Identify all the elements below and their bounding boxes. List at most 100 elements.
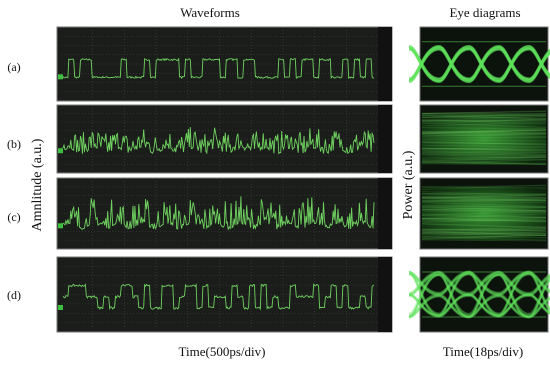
eye-trace [408, 45, 550, 81]
eye-trace [408, 47, 550, 83]
eye-noise-trace [421, 161, 547, 165]
eye-trace [408, 273, 550, 318]
eye-trace [408, 271, 550, 316]
eye-noise-trace [421, 206, 547, 210]
eye-noise-trace [421, 234, 547, 240]
eye-noise-trace [421, 231, 547, 235]
eye-noise-trace [421, 154, 547, 159]
eye-noise [422, 113, 546, 165]
eye-noise-trace [421, 142, 547, 145]
eye-trace [408, 47, 550, 83]
eye-noise-trace [421, 114, 547, 118]
eye-noise-trace [421, 129, 547, 133]
eye-noise-trace [421, 150, 547, 156]
eye-noise-trace [421, 231, 547, 237]
eye-diagram [408, 26, 550, 102]
eye-trace [408, 47, 550, 83]
eye-noise-trace [421, 139, 547, 142]
eye-noise-trace [421, 140, 547, 146]
eye-noise-trace [421, 155, 547, 162]
eye-trace [408, 46, 550, 82]
eye-noise-trace [421, 159, 547, 166]
eye-noise-trace [421, 122, 547, 128]
eye-trace [408, 46, 550, 82]
eye-noise-trace [421, 232, 547, 236]
eye-noise-trace [421, 136, 547, 139]
eye-trace [408, 272, 550, 296]
eye-noise-trace [421, 147, 547, 150]
eye-noise-trace [421, 110, 547, 115]
eye-noise-trace [421, 152, 547, 156]
eye-trace [408, 273, 550, 318]
eye-noise-trace [421, 191, 547, 197]
eye-noise-trace [421, 233, 547, 236]
eye-trace [408, 271, 550, 295]
eye-noise-trace [421, 215, 547, 219]
eye-trace [408, 45, 550, 80]
waveform-trace [62, 57, 375, 80]
eye-noise-trace [421, 118, 547, 125]
eye-noise-trace [421, 133, 547, 137]
eye-trace [408, 44, 550, 80]
eye-trace [408, 293, 550, 317]
eye-noise-trace [421, 236, 547, 241]
eye-noise-trace [421, 229, 547, 234]
eye-trace [408, 273, 550, 297]
eye-noise-trace [421, 144, 547, 148]
eye-noise-trace [421, 213, 547, 220]
eye-trace [408, 47, 550, 82]
eye-trace [408, 273, 550, 297]
eye-noise-trace [421, 227, 547, 231]
eye-trace [408, 270, 550, 315]
eye-trace [408, 272, 550, 317]
eye-noise-trace [421, 219, 547, 222]
eye-noise-trace [421, 213, 547, 218]
trace-marker [58, 148, 63, 154]
trace-marker [58, 74, 63, 80]
eye-noise-trace [421, 201, 547, 207]
eye-noise-trace [421, 119, 547, 125]
eye-noise-trace [421, 198, 547, 202]
eye-noise-trace [421, 114, 547, 116]
eye-noise-trace [421, 185, 547, 188]
eye-trace [408, 47, 550, 83]
eye-trace [408, 48, 550, 84]
eye-trace [408, 271, 550, 295]
eye-noise-trace [421, 110, 547, 114]
eye-noise-trace [421, 195, 547, 201]
eye-trace [408, 271, 550, 295]
eye-trace [408, 45, 550, 81]
eye-trace [408, 273, 550, 318]
eye-noise-trace [421, 119, 547, 122]
panel-label: (b) [7, 137, 21, 151]
eye-trace [408, 45, 550, 80]
eye-noise-trace [421, 199, 547, 202]
eye-trace [408, 46, 550, 82]
eye-noise-trace [421, 129, 547, 133]
eye-diagram [419, 177, 549, 250]
eye-trace [408, 44, 550, 80]
eye-noise-trace [421, 126, 547, 130]
eye-noise-trace [421, 217, 547, 224]
eye-trace [408, 274, 550, 319]
eye-noise-trace [421, 111, 547, 114]
eye-trace [408, 293, 550, 317]
eye-noise-trace [421, 192, 547, 195]
eye-trace [408, 46, 550, 82]
eye-trace [408, 47, 550, 82]
eye-noise-trace [421, 115, 547, 120]
eye-trace [408, 45, 550, 81]
eye-trace [408, 47, 550, 82]
eye-trace [408, 294, 550, 318]
scope-sidebar [378, 178, 392, 249]
eye-noise-trace [421, 234, 547, 239]
eye-noise-trace [421, 200, 547, 204]
eye-trace [408, 272, 550, 317]
eye-noise-trace [421, 217, 547, 223]
eye-trace [408, 271, 550, 295]
eye-noise-trace [421, 127, 547, 134]
eye-noise-trace [421, 197, 547, 201]
eye-trace [408, 47, 550, 83]
eye-noise-trace [421, 197, 547, 199]
